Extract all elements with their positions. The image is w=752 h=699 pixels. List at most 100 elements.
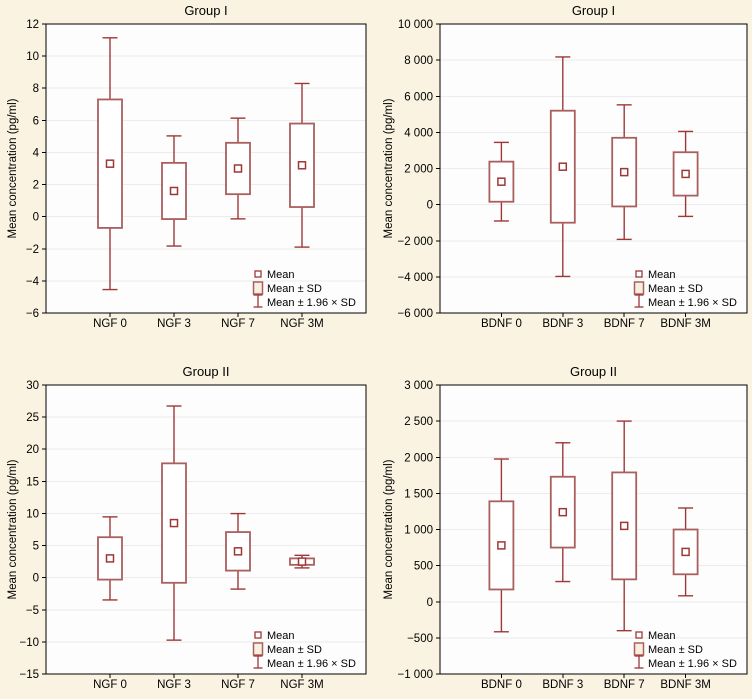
legend-sd-marker — [633, 281, 645, 295]
x-category-label: NGF 7 — [221, 318, 255, 330]
y-axis-label: Mean concentration (pg/ml) — [383, 98, 395, 238]
legend-label: Mean ± 1.96 × SD — [648, 297, 737, 309]
x-category-label: NGF 7 — [221, 679, 255, 691]
plot-frame — [45, 384, 367, 675]
mean-marker — [297, 161, 307, 170]
y-tick-label: −2 000 — [398, 236, 434, 248]
legend-sd-marker — [633, 642, 645, 656]
legend-sd-marker — [252, 281, 264, 295]
y-tick-label: 15 — [26, 476, 39, 488]
x-category-label: NGF 3 — [157, 318, 191, 330]
x-category-label: BDNF 3 — [542, 679, 583, 691]
mean-marker — [105, 159, 115, 168]
x-category-label: BDNF 7 — [604, 318, 645, 330]
legend-sd-marker — [252, 642, 264, 656]
y-tick-label: 0 — [33, 573, 39, 585]
y-tick-label: 0 — [427, 597, 433, 609]
plot-frame — [45, 23, 367, 314]
panel-title: Group I — [572, 3, 615, 18]
plot-area — [46, 24, 366, 313]
legend-label: Mean ± 1.96 × SD — [267, 658, 356, 670]
y-tick-label: 500 — [414, 561, 433, 573]
x-category-label: NGF 3M — [280, 318, 323, 330]
mean-marker — [233, 547, 243, 556]
x-category-label: NGF 0 — [93, 679, 127, 691]
legend-label: Mean ± 1.96 × SD — [648, 658, 737, 670]
mean-marker — [619, 521, 629, 531]
y-tick-label: −10 — [19, 637, 39, 649]
panel-group2-bdnf: 3 000 2 500 2 000 1 500 1 000 500 0 −500 −1 000 B… — [376, 347, 752, 694]
legend-mean-marker — [254, 631, 262, 639]
y-tick-label: 0 — [33, 212, 39, 224]
panel-group2-ngf: 30 25 20 15 10 5 0 −5 −10 −15 NGF 0 NGF 3 NGF 7 NGF 3… — [0, 347, 376, 694]
y-axis-label: Mean concentration (pg/ml) — [383, 459, 395, 599]
panel-title: Group I — [184, 3, 227, 18]
x-category-label: BDNF 3 — [542, 318, 583, 330]
x-category-label: BDNF 3M — [660, 318, 710, 330]
y-axis-label: Mean concentration (pg/ml) — [7, 98, 19, 238]
legend-mean-marker — [635, 631, 643, 639]
legend-label: Mean — [267, 630, 295, 642]
x-category-label: NGF 3 — [157, 679, 191, 691]
y-tick-label: −2 — [26, 244, 39, 256]
panel-group1-bdnf: 10 000 8 000 6 000 4 000 2 000 0 −2 000 −4 000 −… — [376, 0, 752, 347]
y-tick-label: 25 — [26, 412, 39, 424]
mean-marker — [169, 186, 179, 196]
y-tick-label: −15 — [19, 669, 39, 681]
y-tick-label: 6 — [33, 115, 39, 127]
mean-marker — [619, 167, 629, 177]
legend-mean-marker — [254, 270, 262, 278]
mean-marker — [297, 557, 307, 566]
sd-box — [97, 536, 123, 581]
sd-box — [549, 109, 576, 224]
plot-frame — [439, 384, 748, 675]
mean-marker — [558, 162, 568, 171]
mean-marker — [169, 518, 179, 528]
sd-box — [488, 160, 515, 203]
panel-title: Group II — [570, 364, 617, 379]
y-tick-label: −6 — [26, 308, 39, 320]
x-category-label: NGF 0 — [93, 318, 127, 330]
x-category-label: BDNF 0 — [481, 318, 522, 330]
y-tick-label: 6 000 — [404, 91, 433, 103]
legend-label: Mean ± SD — [267, 283, 322, 295]
y-tick-label: 5 — [33, 541, 39, 553]
y-tick-label: −1 000 — [398, 669, 434, 681]
y-tick-label: 30 — [26, 380, 39, 392]
legend-label: Mean ± SD — [267, 644, 322, 656]
y-tick-label: 3 000 — [404, 380, 433, 392]
mean-marker — [558, 507, 568, 517]
y-tick-label: 4 — [33, 147, 40, 159]
boxplot-svg: 3 000 2 500 2 000 1 500 1 000 500 0 −500 −1 000 B… — [383, 364, 748, 691]
sd-box — [161, 161, 187, 220]
mean-marker — [497, 541, 506, 550]
x-category-label: NGF 3M — [280, 679, 323, 691]
y-tick-label: −4 000 — [398, 272, 434, 284]
y-tick-label: 2 000 — [404, 452, 433, 464]
y-tick-label: 1 500 — [404, 488, 433, 500]
y-tick-label: −4 — [26, 276, 40, 288]
mean-marker — [105, 554, 115, 563]
mean-marker — [497, 177, 506, 186]
y-tick-label: 8 — [33, 83, 39, 95]
y-tick-label: 12 — [26, 19, 39, 31]
plot-frame — [439, 23, 748, 314]
y-tick-label: 2 500 — [404, 416, 433, 428]
y-tick-label: −6 000 — [398, 308, 434, 320]
boxplot-svg: 12 10 8 6 4 2 0 −2 −4 −6 NGF 0 NGF 3 NGF 7 NGF 3M Grou… — [7, 3, 367, 330]
legend-label: Mean ± SD — [648, 644, 703, 656]
legend-label: Mean ± SD — [648, 283, 703, 295]
y-tick-label: 2 000 — [404, 164, 433, 176]
y-tick-label: −500 — [407, 633, 433, 645]
y-tick-label: 10 — [26, 51, 39, 63]
legend-label: Mean ± 1.96 × SD — [267, 297, 356, 309]
y-tick-label: 2 — [33, 180, 39, 192]
legend-label: Mean — [648, 269, 676, 281]
y-tick-label: 10 — [26, 508, 39, 520]
plot-area — [46, 385, 366, 674]
panel-title: Group II — [183, 364, 230, 379]
x-category-label: BDNF 3M — [660, 679, 710, 691]
x-category-label: BDNF 7 — [604, 679, 645, 691]
y-tick-label: 20 — [26, 444, 39, 456]
legend-mean-marker — [635, 270, 643, 278]
